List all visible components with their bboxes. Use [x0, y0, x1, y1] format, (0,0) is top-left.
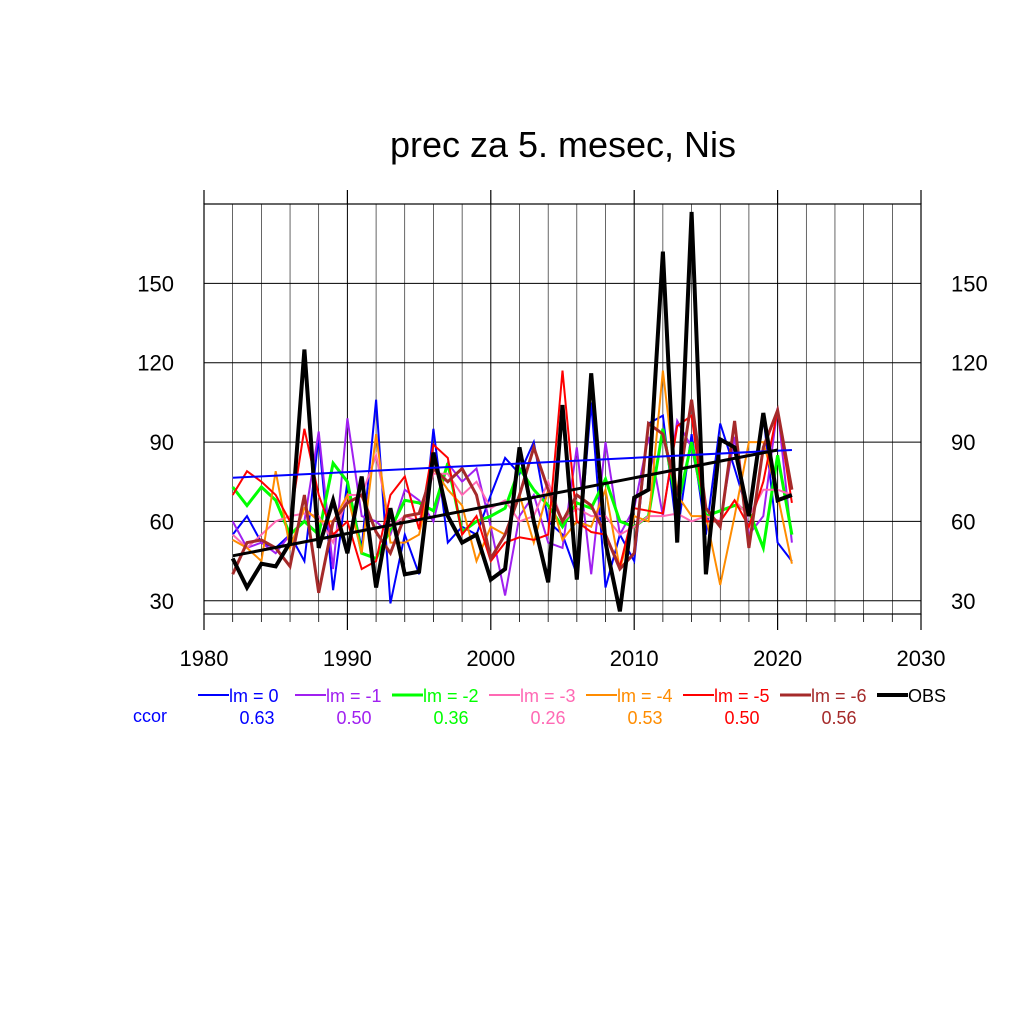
- ccor-value: 0.56: [821, 708, 856, 728]
- plot-frame: [203, 203, 922, 615]
- x-tick-label: 2030: [897, 646, 946, 671]
- ccor-value: 0.26: [530, 708, 565, 728]
- series-line-lm-2: [231, 428, 794, 561]
- y-tick-label-right: 120: [951, 351, 988, 376]
- y-tick-label-right: 90: [951, 430, 975, 455]
- legend-entry: OBS: [908, 686, 946, 706]
- grid: [203, 204, 922, 614]
- trend-line-lm-0-trend: [232, 449, 792, 479]
- trend-line-obs-trend: [232, 448, 778, 558]
- y-tick-label-left: 120: [137, 351, 174, 376]
- legend-entry: lm = -6: [811, 686, 867, 706]
- series-line-obs: [230, 211, 793, 612]
- x-tick-label: 1990: [323, 646, 372, 671]
- ccor-value: 0.50: [336, 708, 371, 728]
- plot-border: [203, 203, 922, 615]
- ccor-value: 0.53: [627, 708, 662, 728]
- ccor-label: ccor: [133, 706, 167, 726]
- ccor-value: 0.50: [724, 708, 759, 728]
- y-tick-label-left: 30: [150, 589, 174, 614]
- ccor-value: 0.63: [239, 708, 274, 728]
- y-tick-label-left: 150: [137, 271, 174, 296]
- legend-entry: lm = -3: [520, 686, 576, 706]
- y-tick-label-left: 90: [150, 430, 174, 455]
- legend-entry: lm = 0: [229, 686, 279, 706]
- y-tick-label-right: 150: [951, 271, 988, 296]
- chart-title: prec za 5. mesec, Nis: [390, 124, 736, 165]
- legend-entry: lm = -4: [617, 686, 673, 706]
- ccor-value: 0.36: [433, 708, 468, 728]
- y-tick-label-right: 60: [951, 509, 975, 534]
- x-tick-label: 2020: [753, 646, 802, 671]
- series-line-lm-5: [231, 370, 793, 571]
- axes: 1980 1990 2000 2010 2020 2030 30 30 60 60 90 90 120 1…: [137, 190, 988, 671]
- x-tick-label: 1980: [180, 646, 229, 671]
- y-tick-label-left: 60: [150, 509, 174, 534]
- legend-entry: lm = -2: [423, 686, 479, 706]
- series-layer: [230, 211, 794, 612]
- y-tick-label-right: 30: [951, 589, 975, 614]
- legend-entry: lm = -1: [326, 686, 382, 706]
- legend-entry: lm = -5: [714, 686, 770, 706]
- x-tick-label: 2000: [466, 646, 515, 671]
- x-tick-label: 2010: [610, 646, 659, 671]
